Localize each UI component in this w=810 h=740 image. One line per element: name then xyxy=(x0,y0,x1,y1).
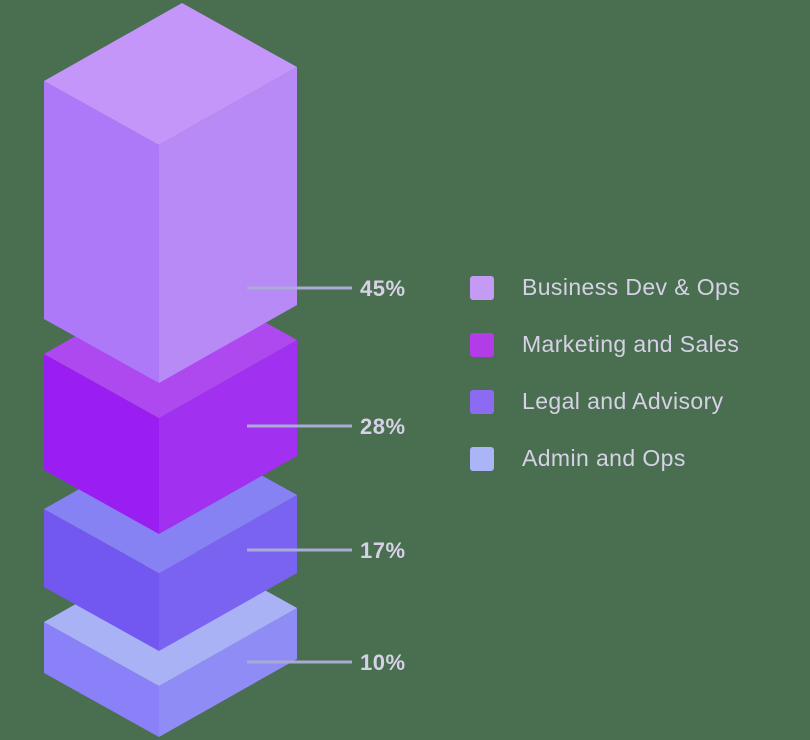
segment-left-face xyxy=(44,81,159,383)
legend-swatch-legal-advisory xyxy=(470,389,494,414)
legend-label-admin-ops: Admin and Ops xyxy=(522,445,686,471)
value-label-legal-advisory: 17% xyxy=(360,538,406,563)
legend-item-legal-advisory: Legal and Advisory xyxy=(470,373,740,430)
legend-label-business-dev-ops: Business Dev & Ops xyxy=(522,274,741,300)
segment-left-face xyxy=(44,509,159,651)
legend-swatch-business-dev-ops xyxy=(470,275,494,300)
segment-left-face xyxy=(44,622,159,737)
legend-label-legal-advisory: Legal and Advisory xyxy=(522,388,724,414)
segment-right-face xyxy=(159,495,297,651)
segment-right-face xyxy=(159,608,297,737)
value-label-admin-ops: 10% xyxy=(360,650,406,675)
legend-label-marketing-sales: Marketing and Sales xyxy=(522,331,740,357)
segment-right-face xyxy=(159,340,297,534)
legend-swatch-marketing-sales xyxy=(470,332,494,357)
legend-item-admin-ops: Admin and Ops xyxy=(470,430,740,487)
value-label-business-dev-ops: 45% xyxy=(360,276,406,301)
legend-item-marketing-sales: Marketing and Sales xyxy=(470,316,740,373)
segment-left-face xyxy=(44,354,159,534)
value-label-marketing-sales: 28% xyxy=(360,414,406,439)
segment-right-face xyxy=(159,67,297,383)
legend-swatch-admin-ops xyxy=(470,446,494,471)
bar-segment-business-dev-and-ops xyxy=(44,3,297,383)
segment-top-face xyxy=(44,3,297,145)
legend-item-business-dev-ops: Business Dev & Ops xyxy=(470,259,740,316)
legend: Business Dev & Ops Marketing and Sales L… xyxy=(470,259,740,487)
